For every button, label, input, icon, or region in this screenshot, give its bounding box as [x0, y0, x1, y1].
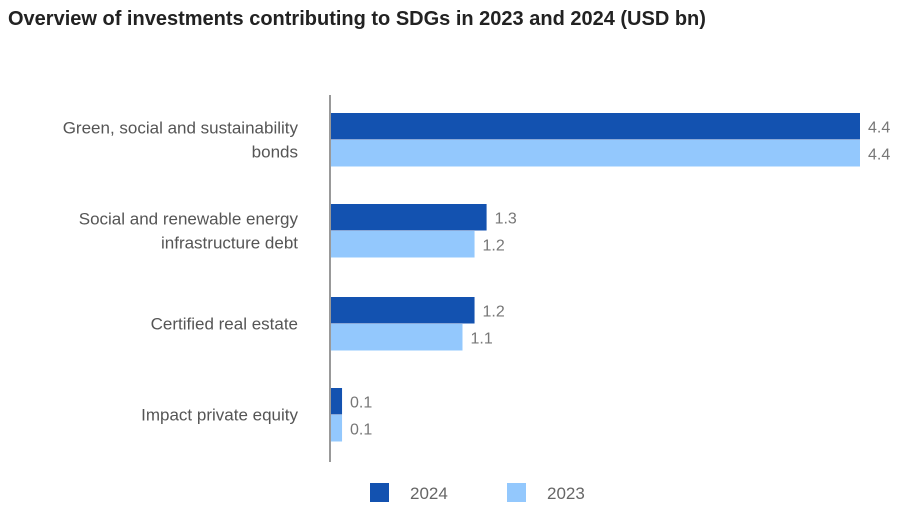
bar-2024	[330, 113, 860, 140]
bar-2023	[330, 140, 860, 167]
category-label: Green, social and sustainability	[63, 119, 299, 138]
category-label: Social and renewable energy	[79, 210, 299, 229]
bar-2023	[330, 324, 463, 351]
legend-swatch-2023	[507, 483, 526, 502]
legend-label: 2023	[547, 484, 585, 503]
bar-2024	[330, 388, 343, 415]
category-label: infrastructure debt	[161, 234, 298, 253]
category-label: Certified real estate	[151, 315, 298, 334]
bar-2024	[330, 297, 475, 324]
legend-label: 2024	[410, 484, 448, 503]
chart-title: Overview of investments contributing to …	[8, 8, 706, 30]
bar-2024	[330, 204, 487, 231]
data-label: 1.1	[471, 330, 493, 347]
category-label: Impact private equity	[141, 406, 298, 425]
bar-2023	[330, 231, 475, 258]
data-label: 0.1	[350, 394, 372, 411]
data-label: 1.3	[495, 210, 517, 227]
data-label: 0.1	[350, 421, 372, 438]
legend-swatch-2024	[370, 483, 389, 502]
data-label: 1.2	[483, 303, 505, 320]
data-label: 1.2	[483, 237, 505, 254]
data-label: 4.4	[868, 119, 890, 136]
bar-2023	[330, 415, 343, 442]
data-label: 4.4	[868, 146, 890, 163]
category-label: bonds	[252, 143, 298, 162]
